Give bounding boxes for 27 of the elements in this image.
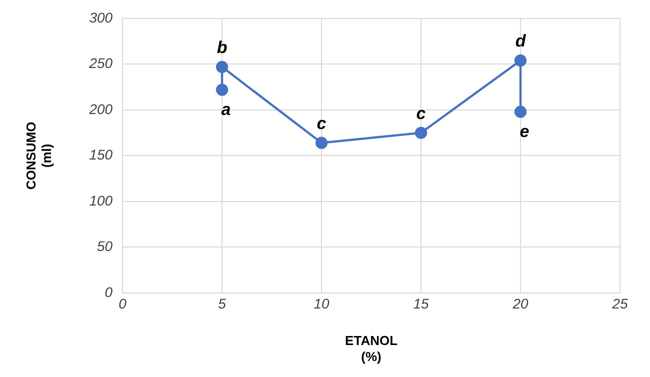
y-tick-label: 0 (104, 284, 113, 300)
y-tick-label: 50 (96, 238, 113, 254)
point (216, 60, 228, 74)
point (414, 126, 428, 139)
x-tick-label: 15 (413, 295, 430, 312)
x-tick-label: 20 (512, 295, 529, 312)
x-tick-label: 5 (218, 295, 226, 312)
annotation: b (216, 38, 228, 58)
y-tick-label: 300 (89, 9, 113, 26)
y-tick-label: 200 (88, 100, 113, 117)
point (216, 84, 228, 96)
annotation: d (515, 32, 526, 51)
x-axis-title: ETANOL (%) (345, 333, 398, 364)
x-tick-label: 0 (118, 295, 127, 312)
x-tick-label: 10 (314, 295, 330, 312)
annotation: e (520, 122, 530, 141)
y-axis-title: CONSUMO (ml) (23, 122, 54, 190)
x-tick-label: 25 (611, 295, 628, 312)
point (514, 106, 527, 118)
y-tick-label: 100 (89, 192, 113, 208)
y-tick-label: 150 (89, 146, 113, 163)
annotation: a (221, 100, 231, 119)
y-tick-label: 250 (88, 55, 113, 72)
annotation: c (316, 114, 327, 134)
point (315, 136, 328, 149)
point (514, 54, 527, 67)
annotation: c (416, 104, 426, 124)
